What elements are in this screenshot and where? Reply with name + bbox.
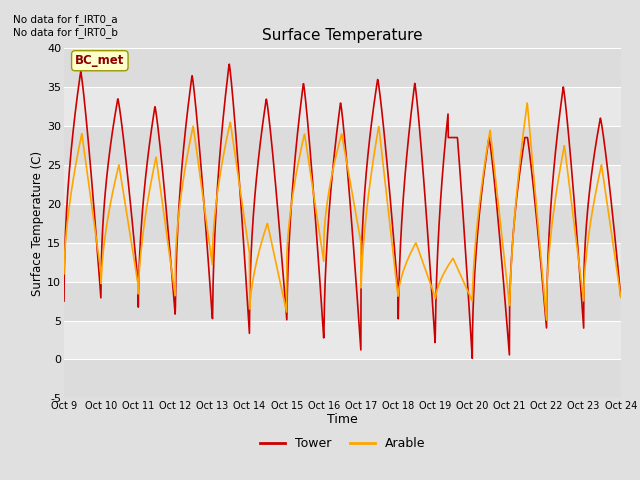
Title: Surface Temperature: Surface Temperature xyxy=(262,28,422,43)
X-axis label: Time: Time xyxy=(327,413,358,426)
Bar xyxy=(64,282,621,321)
Bar xyxy=(64,204,621,243)
Bar xyxy=(64,360,621,398)
Y-axis label: Surface Temperature (C): Surface Temperature (C) xyxy=(31,151,44,296)
Bar xyxy=(64,87,621,126)
Bar xyxy=(64,165,621,204)
Text: BC_met: BC_met xyxy=(75,54,125,67)
Bar xyxy=(64,321,621,360)
Bar xyxy=(64,48,621,87)
Bar xyxy=(64,243,621,282)
Text: No data for f_IRT0_a
No data for f_IRT0_b: No data for f_IRT0_a No data for f_IRT0_… xyxy=(13,14,118,38)
Legend: Tower, Arable: Tower, Arable xyxy=(255,432,430,455)
Bar xyxy=(64,126,621,165)
